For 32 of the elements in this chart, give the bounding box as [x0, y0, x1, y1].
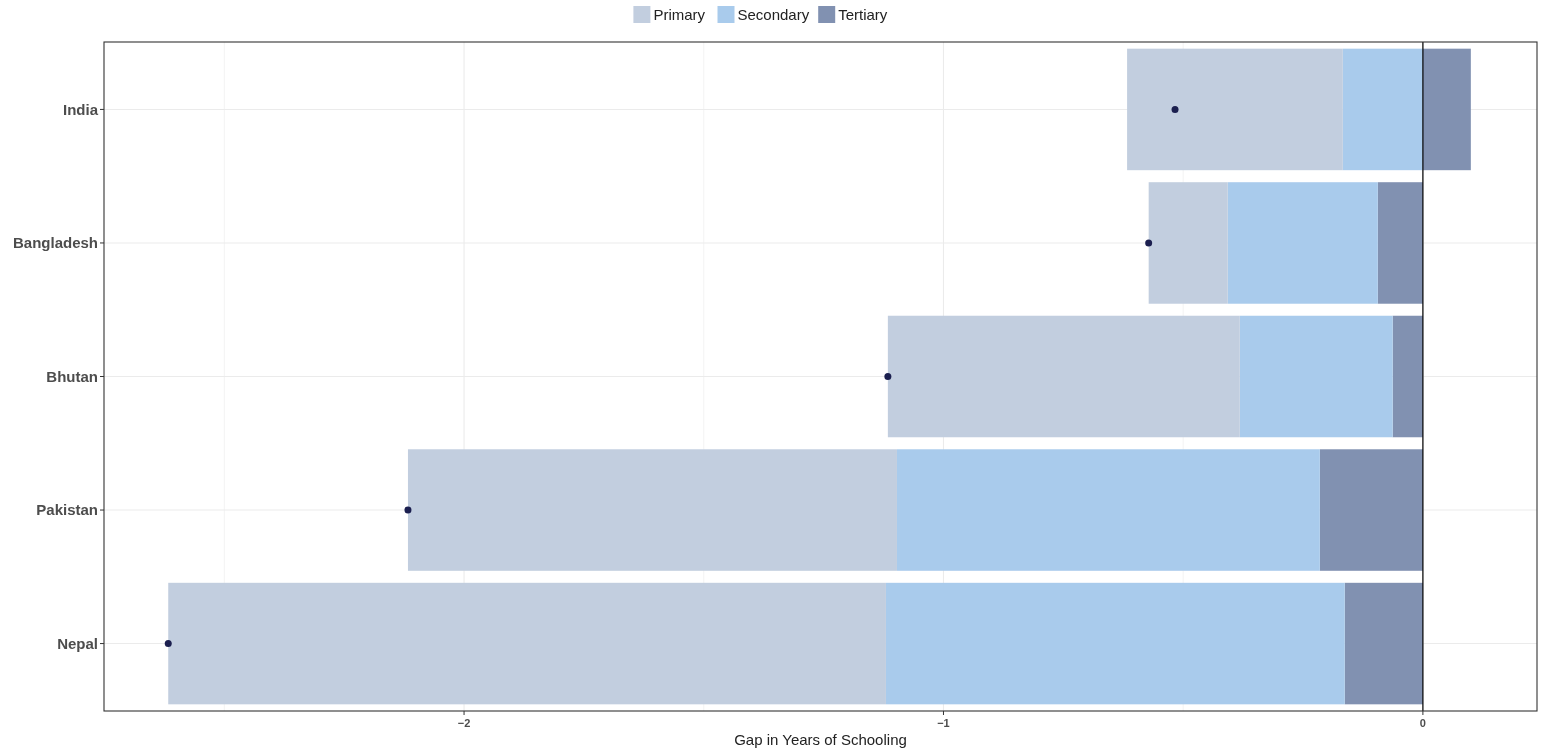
bar [1392, 315, 1423, 438]
x-tick-label: 0 [1419, 717, 1426, 729]
bar [1319, 449, 1423, 571]
point [164, 640, 172, 648]
bar [896, 449, 1320, 571]
legend-label: Primary [653, 6, 706, 24]
y-tick-label: Bhutan [46, 367, 98, 385]
point [1145, 239, 1153, 247]
bar [407, 449, 897, 571]
legend-label: Secondary [737, 6, 810, 24]
bar [1148, 182, 1228, 304]
bar [168, 582, 886, 705]
legend-label: Tertiary [838, 6, 888, 24]
bar [1227, 182, 1378, 304]
bar [1239, 315, 1393, 438]
bar [1377, 182, 1423, 304]
bar [887, 315, 1240, 438]
bar [1422, 48, 1471, 171]
y-tick-label: India [62, 100, 99, 118]
y-tick-label: Nepal [57, 634, 98, 652]
bar [1344, 582, 1423, 705]
bar [1342, 48, 1423, 171]
bar [1127, 48, 1343, 171]
y-tick-label: Pakistan [36, 501, 98, 519]
x-tick-label: −1 [937, 717, 950, 729]
point [884, 373, 892, 380]
bar [885, 582, 1345, 705]
point [1171, 105, 1179, 113]
x-tick-label: −2 [457, 717, 471, 729]
point [404, 506, 412, 514]
y-tick-label: Bangladesh [12, 234, 98, 252]
x-axis-title: Gap in Years of Schooling [734, 731, 907, 748]
